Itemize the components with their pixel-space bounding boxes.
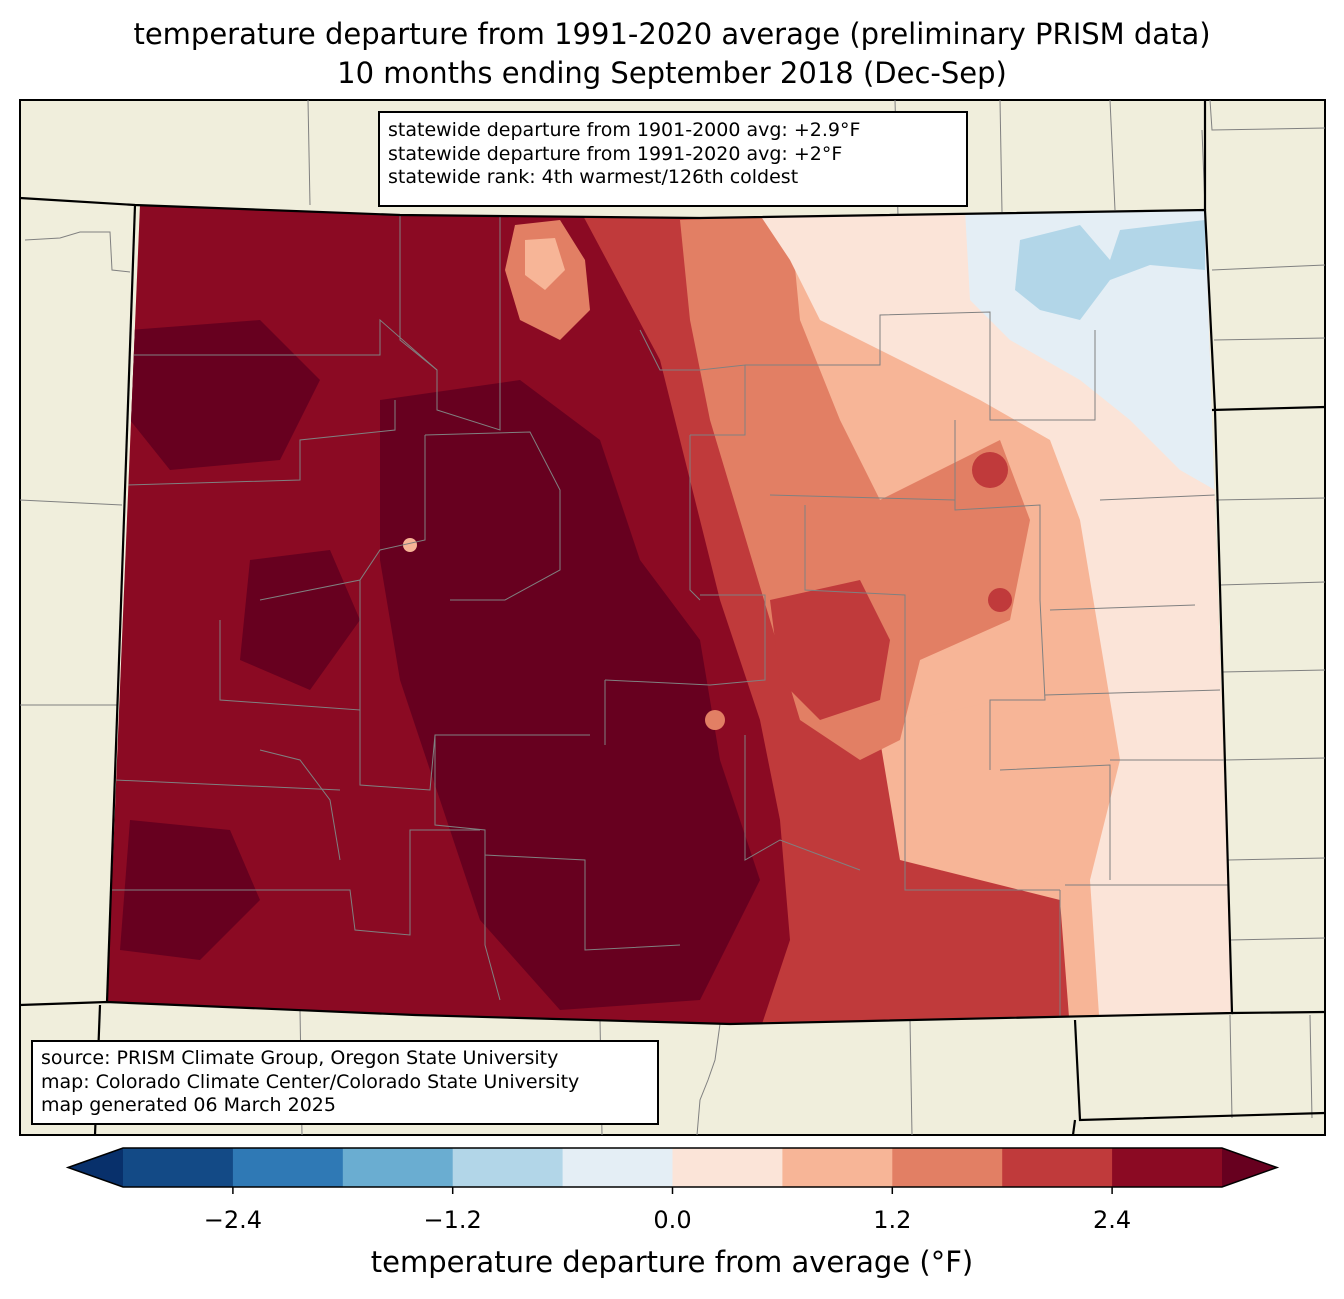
map-title-line2: 10 months ending September 2018 (Dec-Sep… [337, 56, 1007, 90]
stats-line-1991-avg: statewide departure from 1991-2020 avg: … [388, 142, 843, 165]
neighbor-county-lines [19, 99, 1326, 1136]
colorbar-tick-label: 1.2 [873, 1206, 912, 1234]
colorbar-label: temperature departure from average (°F) [370, 1245, 974, 1279]
colorbar-tick-label: −1.2 [423, 1206, 482, 1234]
colorbar-tick-label: 0.0 [653, 1206, 692, 1234]
departure-field [107, 205, 1232, 1024]
credits-map: map: Colorado Climate Center/Colorado St… [41, 1070, 580, 1093]
map-title-line1: temperature departure from 1991-2020 ave… [133, 17, 1211, 51]
county-lines [110, 215, 1228, 1020]
stats-line-1900-avg: statewide departure from 1901-2000 avg: … [388, 119, 861, 141]
credits-box: source: PRISM Climate Group, Oregon Stat… [31, 1040, 659, 1125]
stats-line-rank: statewide rank: 4th warmest/126th coldes… [388, 166, 799, 188]
colorbar-tick-label: 2.4 [1093, 1206, 1132, 1234]
credits-generated: map generated 06 March 2025 [41, 1094, 336, 1116]
colorbar-tick-label: −2.4 [203, 1206, 263, 1234]
statewide-stats-box: statewide departure from 1901-2000 avg: … [378, 111, 968, 207]
state-borders [19, 100, 1326, 1136]
credits-source: source: PRISM Climate Group, Oregon Stat… [41, 1047, 559, 1069]
